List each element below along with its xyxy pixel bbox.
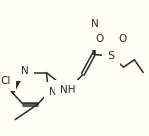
Text: O: O [95,34,103,44]
Text: O: O [118,34,127,44]
Text: N: N [91,19,99,29]
Text: S: S [108,51,115,61]
Text: Cl: Cl [0,76,11,86]
Text: N: N [21,66,28,76]
Text: N: N [49,87,57,98]
Text: NH: NH [60,85,76,95]
